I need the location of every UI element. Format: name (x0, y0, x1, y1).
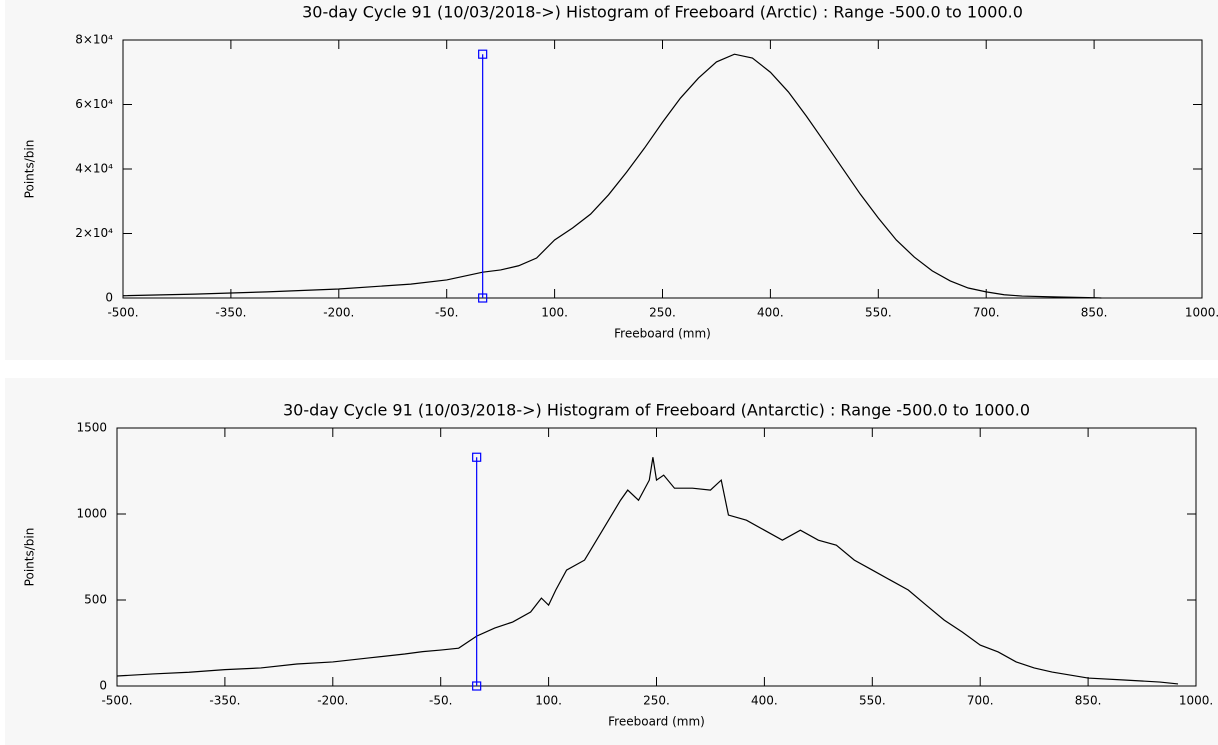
x-axis-label: Freeboard (mm) (614, 327, 711, 341)
y-axis-label: Points/bin (23, 528, 37, 587)
x-tick-label: 550. (859, 694, 886, 708)
marker-end (478, 49, 488, 59)
y-tick-label: 4×10⁴ (75, 162, 113, 176)
x-tick-label: -50. (429, 694, 452, 708)
y-tick-label: 1000 (76, 507, 107, 521)
y-tick-label: 0 (105, 291, 113, 305)
y-tick-label: 1500 (76, 421, 107, 435)
chart-title: 30-day Cycle 91 (10/03/2018->) Histogram… (302, 3, 1023, 22)
x-axis-label: Freeboard (mm) (608, 715, 705, 729)
x-tick-label: 1000. (1179, 694, 1213, 708)
x-tick-label: 400. (757, 306, 784, 320)
x-tick-label: 850. (1075, 694, 1102, 708)
x-tick-label: -350. (209, 694, 240, 708)
panel-background (5, 378, 1218, 745)
x-tick-label: 700. (973, 306, 1000, 320)
x-tick-label: -50. (435, 306, 458, 320)
x-tick-label: -200. (323, 306, 354, 320)
x-tick-label: -500. (101, 694, 132, 708)
panel-background (5, 0, 1218, 360)
y-tick-label: 2×10⁴ (75, 226, 113, 240)
marker-end (478, 293, 488, 303)
x-tick-label: -500. (107, 306, 138, 320)
marker-end (472, 681, 482, 691)
y-tick-label: 8×10⁴ (75, 33, 113, 47)
x-tick-label: 700. (967, 694, 994, 708)
histogram-line (122, 53, 1102, 299)
x-tick-label: 400. (751, 694, 778, 708)
x-tick-label: 550. (865, 306, 892, 320)
y-tick-label: 500 (84, 593, 107, 607)
chart-title: 30-day Cycle 91 (10/03/2018->) Histogram… (283, 401, 1030, 420)
x-tick-label: 100. (541, 306, 568, 320)
x-tick-label: 250. (649, 306, 676, 320)
y-axis-label: Points/bin (23, 140, 37, 199)
x-tick-label: 850. (1081, 306, 1108, 320)
x-tick-label: -200. (317, 694, 348, 708)
histogram-line (116, 457, 1179, 685)
x-tick-label: 100. (535, 694, 562, 708)
marker-end (472, 452, 482, 462)
x-tick-label: 1000. (1185, 306, 1218, 320)
x-tick-label: -350. (215, 306, 246, 320)
y-tick-label: 0 (99, 679, 107, 693)
x-tick-label: 250. (643, 694, 670, 708)
y-tick-label: 6×10⁴ (75, 97, 113, 111)
